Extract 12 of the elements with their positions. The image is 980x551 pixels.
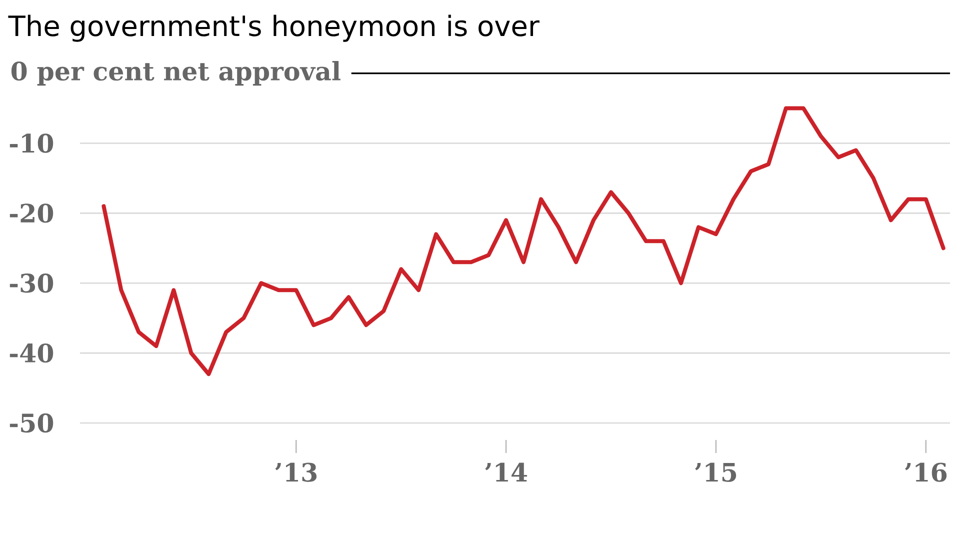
y-tick-label: -30 [10, 274, 54, 293]
x-tick-label: ’13 [275, 462, 317, 482]
y-tick-label: -50 [10, 413, 54, 433]
y-tick-label: -10 [10, 134, 54, 153]
x-tick-label: ’14 [485, 462, 528, 482]
ref-line-label: 0 per cent net approval [11, 61, 340, 86]
y-tick-label: -40 [10, 343, 54, 363]
x-tick-label: ’16 [905, 462, 947, 482]
y-tick-label: -20 [10, 204, 54, 223]
chart-title: The government's honeymoon is over [8, 14, 540, 42]
line-series [102, 106, 946, 376]
x-tick-label: ’15 [695, 462, 736, 482]
